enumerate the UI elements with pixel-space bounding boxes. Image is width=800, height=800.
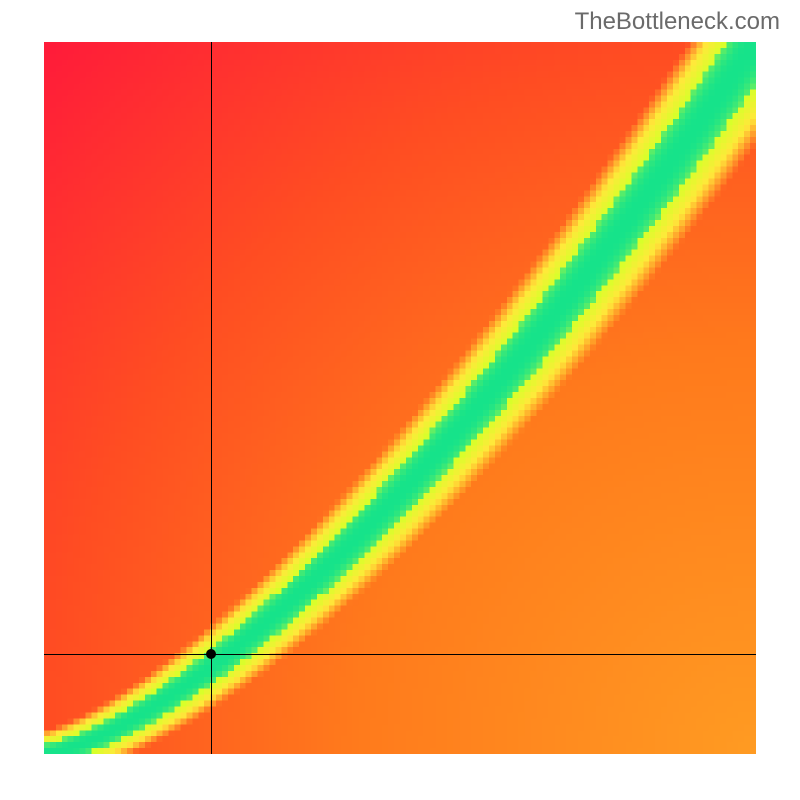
crosshair-horizontal [44, 654, 756, 655]
chart-container: TheBottleneck.com [0, 0, 800, 800]
plot-area [44, 42, 756, 754]
heatmap-canvas [44, 42, 756, 754]
watermark-text: TheBottleneck.com [575, 8, 780, 36]
crosshair-vertical [211, 42, 212, 754]
crosshair-dot [206, 649, 216, 659]
